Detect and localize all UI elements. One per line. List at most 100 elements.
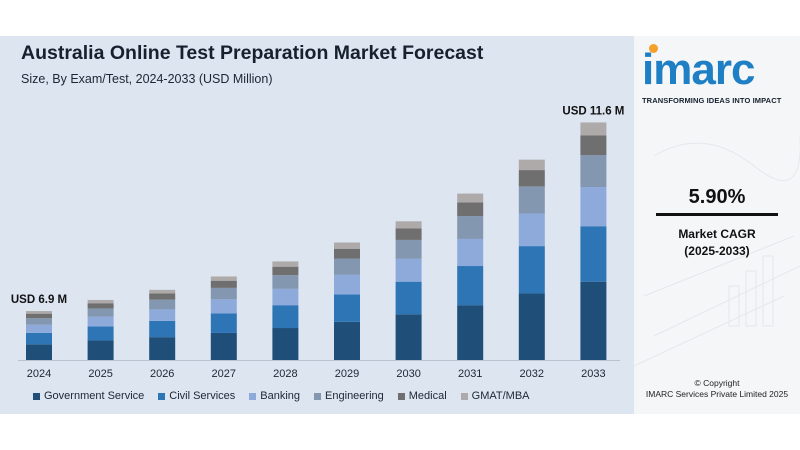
x-tick-label-2026: 2026 (150, 368, 174, 380)
chart-subtitle: Size, By Exam/Test, 2024-2033 (USD Milli… (21, 72, 273, 86)
bar-segment-2026-engineering (149, 299, 176, 310)
bar-segment-2027-banking (210, 299, 237, 314)
bar-segment-2030-gmat-mba (395, 221, 422, 229)
bar-segment-2033-medical (580, 135, 607, 156)
bar-segment-2033-civil-services (580, 226, 607, 282)
legend-item-medical: Medical (397, 390, 447, 402)
side-panel: imarc TRANSFORMING IDEAS INTO IMPACT 5.9… (634, 36, 800, 414)
logo-text: imarc (642, 45, 755, 94)
legend-swatch (397, 392, 405, 400)
legend-label: Engineering (325, 390, 384, 402)
bar-segment-2032-gmat-mba (518, 159, 545, 171)
bar-segment-2024-banking (26, 324, 52, 333)
bar-segment-2028-engineering (272, 275, 299, 289)
x-tick-label-2024: 2024 (27, 368, 51, 380)
bar-segment-2029-engineering (334, 258, 360, 275)
cagr-value: 5.90% (688, 186, 746, 208)
bar-segment-2027-engineering (210, 287, 237, 300)
bar-segment-2029-banking (334, 274, 360, 295)
bar-segment-2025-medical (87, 303, 114, 309)
legend-label: Medical (408, 390, 447, 402)
bar-segment-2030-government-service (395, 314, 422, 360)
bar-segment-2031-civil-services (457, 266, 484, 306)
legend-label: Government Service (44, 390, 145, 402)
x-tick-label-2029: 2029 (335, 368, 359, 380)
bar-segment-2028-banking (272, 288, 299, 306)
bar-segment-2031-medical (457, 202, 484, 217)
bar-segment-2026-banking (149, 309, 176, 321)
x-tick-label-2031: 2031 (458, 368, 482, 380)
bar-segment-2031-engineering (457, 216, 484, 239)
bar-segment-2027-medical (210, 280, 237, 288)
legend-item-government-service: Government Service (33, 390, 144, 402)
logo-tagline: TRANSFORMING IDEAS INTO IMPACT (642, 96, 782, 105)
cagr-label: Market CAGR (678, 227, 756, 241)
bar-segment-2026-government-service (149, 337, 176, 360)
x-tick-label-2027: 2027 (212, 368, 236, 380)
logo-dot-icon (649, 44, 658, 53)
bar-segment-2026-gmat-mba (149, 289, 176, 294)
value-annotation-2024: USD 6.9 M (11, 294, 67, 306)
bar-segment-2026-civil-services (149, 320, 176, 338)
x-tick-label-2028: 2028 (273, 368, 297, 380)
bar-segment-2025-civil-services (87, 326, 114, 341)
bar-segment-2025-banking (87, 316, 114, 327)
bar-segment-2025-engineering (87, 308, 114, 317)
bar-segment-2029-civil-services (334, 294, 360, 322)
x-tick-label-2033: 2033 (581, 368, 605, 380)
cagr-caption: Market CAGR (2025-2033) (634, 226, 800, 260)
bar-segment-2026-medical (149, 293, 176, 300)
bar-segment-2025-gmat-mba (87, 299, 114, 304)
bar-segment-2024-civil-services (26, 332, 52, 345)
bar-segment-2024-medical (26, 313, 52, 319)
logo-wordmark: imarc (642, 44, 796, 94)
x-tick-label-2025: 2025 (88, 368, 112, 380)
bar-segment-2030-medical (395, 228, 422, 240)
bar-segment-2027-gmat-mba (210, 276, 237, 281)
copyright-notice: © Copyright IMARC Services Private Limit… (634, 378, 800, 400)
legend-item-engineering: Engineering (314, 390, 384, 402)
bar-segment-2031-government-service (457, 305, 484, 360)
bar-segment-2024-engineering (26, 318, 52, 325)
bar-segment-2027-civil-services (210, 313, 237, 333)
bar-segment-2033-banking (580, 187, 607, 227)
legend-item-gmat-mba: GMAT/MBA (460, 390, 530, 402)
bar-segment-2024-gmat-mba (26, 311, 52, 314)
bar-segment-2025-government-service (87, 340, 114, 360)
cagr-period: (2025-2033) (684, 244, 750, 258)
legend-label: GMAT/MBA (471, 390, 530, 402)
bar-segment-2032-engineering (518, 186, 545, 214)
copyright-line-1: © Copyright (694, 378, 740, 388)
bar-segment-2033-government-service (580, 281, 607, 360)
cagr-divider (656, 213, 778, 216)
legend-item-civil-services: Civil Services (158, 390, 235, 402)
bar-segment-2029-gmat-mba (334, 242, 360, 249)
x-tick-label-2030: 2030 (396, 368, 420, 380)
bar-segment-2027-government-service (210, 332, 237, 360)
legend-swatch (158, 392, 166, 400)
bar-segment-2029-medical (334, 248, 360, 259)
bar-segment-2028-government-service (272, 328, 299, 360)
legend-swatch (249, 392, 257, 400)
bar-segment-2033-engineering (580, 155, 607, 188)
bar-segment-2031-gmat-mba (457, 193, 484, 203)
bar-segment-2028-gmat-mba (272, 261, 299, 267)
bar-segment-2032-government-service (518, 293, 545, 360)
chart-title: Australia Online Test Preparation Market… (21, 42, 484, 64)
legend-swatch (33, 392, 40, 400)
background-chart-decoration (634, 136, 800, 367)
legend-label: Banking (260, 390, 301, 402)
legend-item-banking: Banking (249, 390, 300, 402)
stacked-bar-chart: 2024 2025 2026 2027 2028 2029 2030 2031 2032 2033… (11, 105, 625, 380)
bar-segment-2030-engineering (395, 239, 422, 259)
chart-legend: Government Service Civil Services Banking E… (33, 390, 544, 402)
value-annotation-2033: USD 11.6 M (562, 105, 624, 117)
legend-label: Civil Services (169, 390, 236, 402)
chart-panel: Australia Online Test Preparation Market… (0, 36, 634, 414)
bar-segment-2032-banking (518, 213, 545, 247)
bar-segment-2029-government-service (334, 321, 360, 360)
x-tick-label-2032: 2032 (520, 368, 544, 380)
bar-segment-2030-banking (395, 258, 422, 282)
legend-swatch (314, 392, 322, 400)
copyright-line-2: IMARC Services Private Limited 2025 (645, 389, 789, 399)
